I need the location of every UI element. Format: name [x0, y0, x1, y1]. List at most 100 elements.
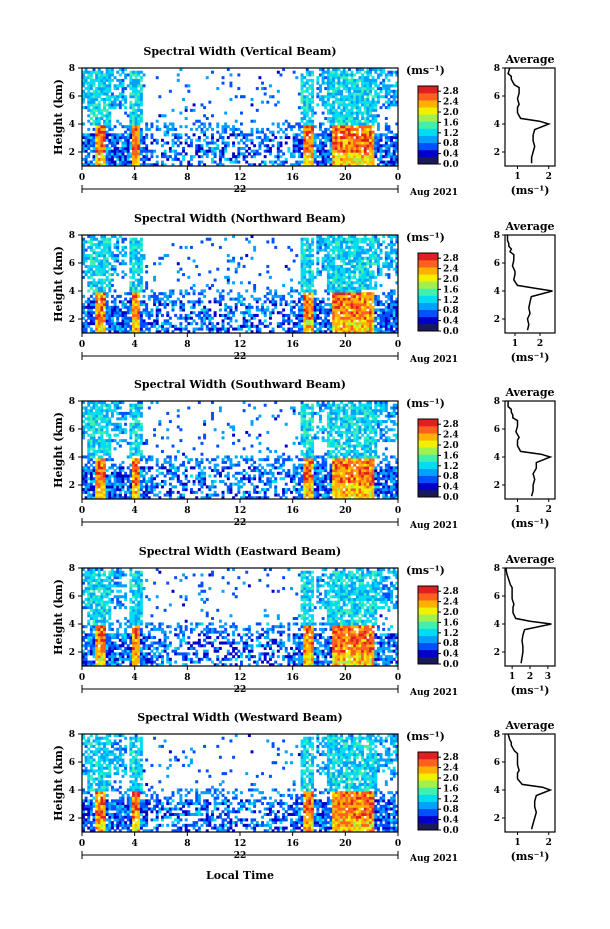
heatmap-cell [92, 436, 96, 440]
heatmap-cell [337, 264, 341, 268]
heatmap-cell [129, 441, 133, 445]
heatmap-cell [211, 70, 214, 74]
heatmap-cell [334, 114, 338, 118]
heatmap-cell [347, 267, 351, 271]
heatmap-cell [100, 97, 104, 101]
heatmap-cell [139, 245, 143, 249]
heatmap-cell [355, 68, 359, 72]
heatmap-cell [287, 245, 291, 249]
heatmap-cell [110, 311, 114, 315]
heatmap-cell [116, 401, 120, 405]
heatmap-cell [340, 130, 343, 134]
heatmap-cell [100, 327, 104, 331]
heatmap-cell [87, 403, 91, 407]
heatmap-cell [134, 430, 138, 434]
heatmap-cell [319, 273, 322, 277]
heatmap-cell [134, 493, 138, 497]
heatmap-cell [311, 84, 315, 88]
heatmap-cell [374, 259, 378, 263]
heatmap-cell [84, 70, 88, 74]
y-tick-label: 2 [69, 148, 75, 158]
heatmap-cell [134, 300, 138, 304]
heatmap-cell [113, 254, 117, 258]
heatmap-cell [311, 160, 315, 164]
heatmap-cell [92, 114, 96, 118]
heatmap-cell [150, 149, 154, 153]
heatmap-cell [332, 125, 336, 129]
heatmap-cell [203, 313, 207, 317]
heatmap-cell [242, 311, 246, 315]
heatmap-cell [342, 152, 346, 156]
heatmap-cell [121, 482, 125, 486]
heatmap-cell [110, 92, 114, 96]
heatmap-cell [347, 262, 351, 266]
heatmap-cell [108, 490, 112, 494]
colorbar-tick-label: 2.8 [443, 87, 459, 97]
heatmap-cell [350, 292, 354, 296]
heatmap-cell [134, 450, 138, 454]
heatmap-cell [103, 474, 106, 478]
heatmap-cell [105, 97, 109, 101]
avg-x-tick-label: 2 [537, 339, 543, 349]
heatmap-cell [379, 106, 383, 110]
heatmap-cell [134, 441, 138, 445]
heatmap-cell [118, 133, 122, 137]
heatmap-cell [116, 254, 120, 258]
heatmap-cell [337, 305, 341, 309]
heatmap-cell [139, 117, 143, 121]
heatmap-cell [124, 422, 128, 426]
heatmap-cell [105, 452, 109, 456]
heatmap-cell [97, 95, 101, 99]
heatmap-cell [113, 100, 117, 104]
heatmap-cell [366, 141, 370, 145]
heatmap-cell [113, 474, 117, 478]
heatmap-cell [358, 278, 362, 282]
heatmap-cell [213, 160, 217, 164]
heatmap-cell [342, 133, 346, 137]
heatmap-cell [189, 141, 193, 145]
heatmap-cell [279, 322, 283, 326]
heatmap-cell [363, 303, 367, 307]
heatmap-cell [384, 73, 388, 77]
heatmap-cell [113, 97, 117, 101]
heatmap-cell [229, 319, 233, 323]
heatmap-cell [213, 300, 217, 304]
heatmap-cell [374, 149, 378, 153]
heatmap-cell [374, 138, 378, 142]
heatmap-cell [100, 262, 104, 266]
heatmap-cell [89, 422, 93, 426]
heatmap-cell [387, 330, 391, 334]
heatmap-cell [134, 73, 138, 77]
heatmap-cell [395, 330, 399, 334]
heatmap-cell [342, 267, 346, 271]
heatmap-cell [337, 138, 341, 142]
heatmap-cell [361, 127, 365, 131]
heatmap-cell [203, 319, 207, 323]
heatmap-cell [108, 100, 112, 104]
heatmap-cell [305, 163, 309, 167]
heatmap-cell [116, 294, 120, 298]
heatmap-cell [126, 163, 130, 167]
heatmap-cell [361, 81, 365, 85]
heatmap-cell [334, 248, 338, 252]
heatmap-cell [350, 316, 354, 320]
heatmap-cell [268, 311, 272, 315]
heatmap-cell [137, 482, 141, 486]
heatmap-cell [324, 149, 328, 153]
heatmap-cell [97, 496, 101, 500]
heatmap-cell [216, 327, 220, 331]
heatmap-cell [345, 138, 349, 142]
heatmap-cell [105, 292, 109, 296]
heatmap-cell [345, 311, 349, 315]
heatmap-cell [355, 330, 359, 334]
heatmap-cell [268, 152, 272, 156]
heatmap-cell [179, 289, 183, 293]
heatmap-cell [103, 267, 106, 271]
heatmap-cell [134, 479, 138, 483]
heatmap-cell [121, 479, 125, 483]
heatmap-cell [113, 264, 117, 268]
heatmap-cell [342, 68, 346, 72]
heatmap-cell [189, 144, 193, 148]
heatmap-cell [168, 463, 172, 467]
heatmap-cell [129, 493, 133, 497]
